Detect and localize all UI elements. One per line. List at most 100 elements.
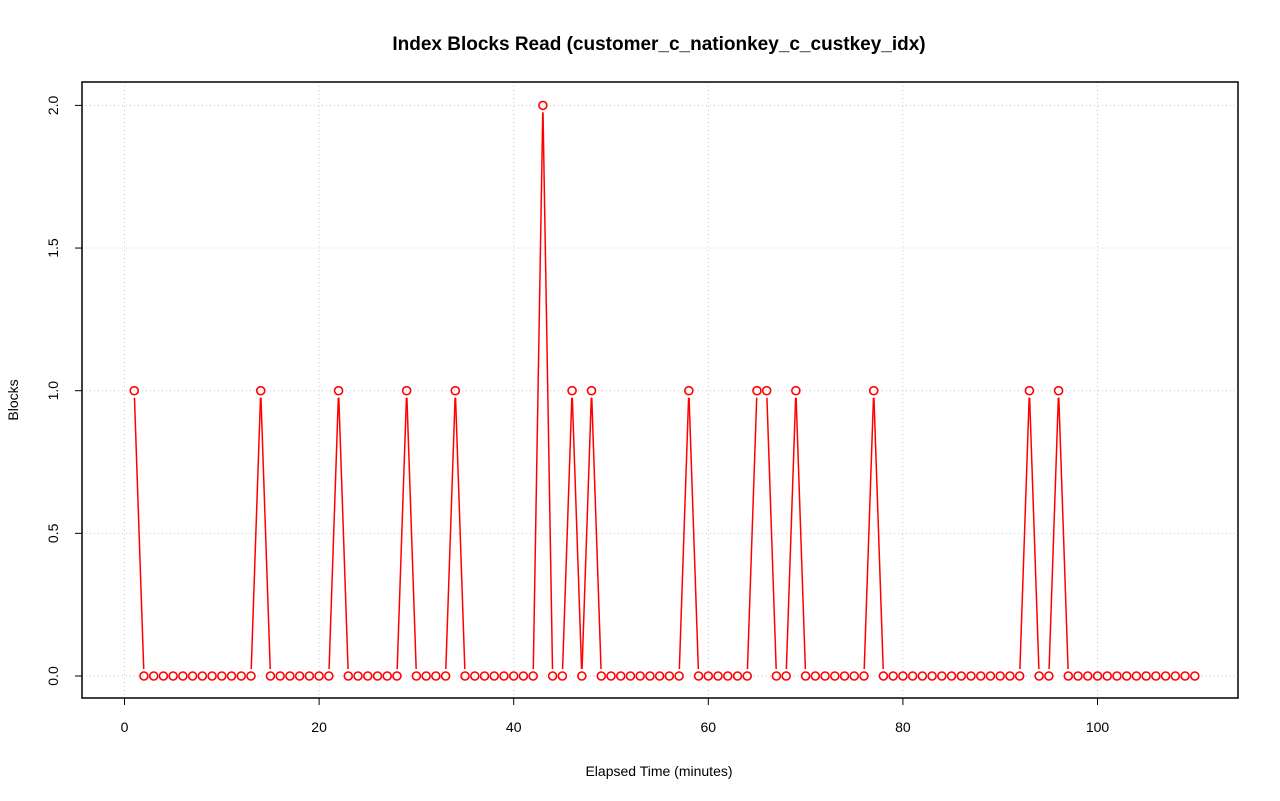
data-point	[528, 671, 538, 681]
data-point	[995, 671, 1006, 681]
data-point	[314, 671, 324, 681]
series-line-segment	[591, 397, 602, 670]
data-point	[732, 671, 743, 681]
series-line-segment	[260, 397, 271, 670]
data-point	[362, 671, 373, 681]
series-line-segment	[1019, 397, 1030, 670]
data-point	[148, 671, 159, 681]
data-point	[1024, 385, 1035, 396]
data-point	[829, 671, 840, 681]
data-point	[392, 671, 402, 681]
data-point	[246, 671, 256, 681]
data-point	[431, 671, 441, 681]
data-point	[275, 671, 285, 681]
data-point	[217, 671, 227, 681]
series-line-segment	[1048, 397, 1060, 670]
data-point	[684, 385, 694, 396]
data-point	[226, 671, 237, 681]
data-point	[693, 671, 704, 681]
data-point	[304, 671, 315, 681]
data-point	[596, 671, 607, 681]
data-point	[1121, 671, 1132, 681]
data-point	[1102, 671, 1113, 681]
data-point	[479, 671, 490, 681]
data-point	[1190, 671, 1200, 681]
y-axis-label: Blocks	[5, 379, 21, 420]
series-line-segment	[863, 397, 875, 670]
data-point	[1014, 671, 1025, 681]
series-line-segment	[678, 397, 690, 670]
data-point	[567, 385, 577, 396]
data-point	[752, 385, 762, 396]
data-point	[499, 671, 509, 681]
data-point	[791, 385, 801, 396]
data-point	[547, 671, 558, 681]
data-point	[1092, 671, 1103, 681]
data-point	[440, 671, 451, 681]
series-line-segment	[454, 397, 466, 670]
x-tick-label: 60	[701, 719, 717, 735]
series-line-segment	[338, 397, 349, 670]
data-point	[557, 671, 568, 681]
data-point	[333, 385, 344, 396]
series-line-segment	[766, 397, 777, 670]
data-point	[859, 671, 869, 681]
data-point	[722, 671, 733, 681]
data-point	[469, 671, 480, 681]
series-line-segment	[561, 397, 573, 670]
y-tick-label: 0.5	[45, 523, 61, 543]
data-point	[1082, 671, 1093, 681]
data-point	[255, 385, 266, 396]
data-point	[450, 385, 461, 396]
y-tick-label: 0.0	[45, 666, 61, 686]
data-point	[635, 671, 645, 681]
chart-title: Index Blocks Read (customer_c_nationkey_…	[392, 34, 925, 55]
y-tick-label: 1.5	[45, 238, 61, 258]
data-point	[1073, 671, 1083, 681]
data-point	[771, 671, 782, 681]
data-point	[975, 671, 986, 681]
data-point	[1141, 671, 1151, 681]
data-point	[781, 671, 791, 681]
series-line-segment	[785, 397, 797, 670]
series-line-segment	[1058, 397, 1069, 670]
data-point	[518, 671, 529, 681]
data-point	[1044, 671, 1054, 681]
series-line-segment	[406, 397, 417, 670]
data-point	[168, 671, 178, 681]
data-point	[1034, 671, 1044, 681]
data-point	[820, 671, 830, 681]
data-point	[800, 671, 811, 681]
data-point	[606, 671, 616, 681]
data-point	[382, 671, 393, 681]
data-point	[849, 671, 860, 681]
data-point	[343, 671, 354, 681]
series-line-segment	[571, 397, 583, 670]
series-line-segment	[581, 397, 593, 670]
data-point	[207, 671, 217, 681]
data-point	[742, 671, 753, 681]
data-point	[946, 671, 957, 681]
x-axis-label: Elapsed Time (minutes)	[585, 763, 732, 779]
y-axis: 0.0 0.5 1.0 1.5 2.0	[45, 95, 82, 686]
data-point	[129, 385, 140, 396]
data-point	[577, 671, 587, 681]
data-point	[1005, 671, 1015, 681]
series-line-segment	[746, 397, 758, 670]
data-point	[460, 671, 470, 681]
data-point	[401, 385, 412, 396]
data-point	[538, 100, 548, 111]
data-point	[1151, 671, 1161, 681]
series-line-segment	[532, 112, 544, 670]
data-point	[421, 671, 431, 681]
data-point	[810, 671, 821, 681]
x-tick-label: 0	[121, 719, 129, 735]
x-tick-label: 80	[895, 719, 911, 735]
data-point	[654, 671, 665, 681]
data-point	[178, 671, 188, 681]
data-point	[937, 671, 947, 681]
x-axis: 0 20 40 60 80 100	[121, 698, 1109, 735]
series-line-segment	[396, 397, 408, 670]
data-point	[1160, 671, 1171, 681]
data-point	[1180, 671, 1190, 681]
